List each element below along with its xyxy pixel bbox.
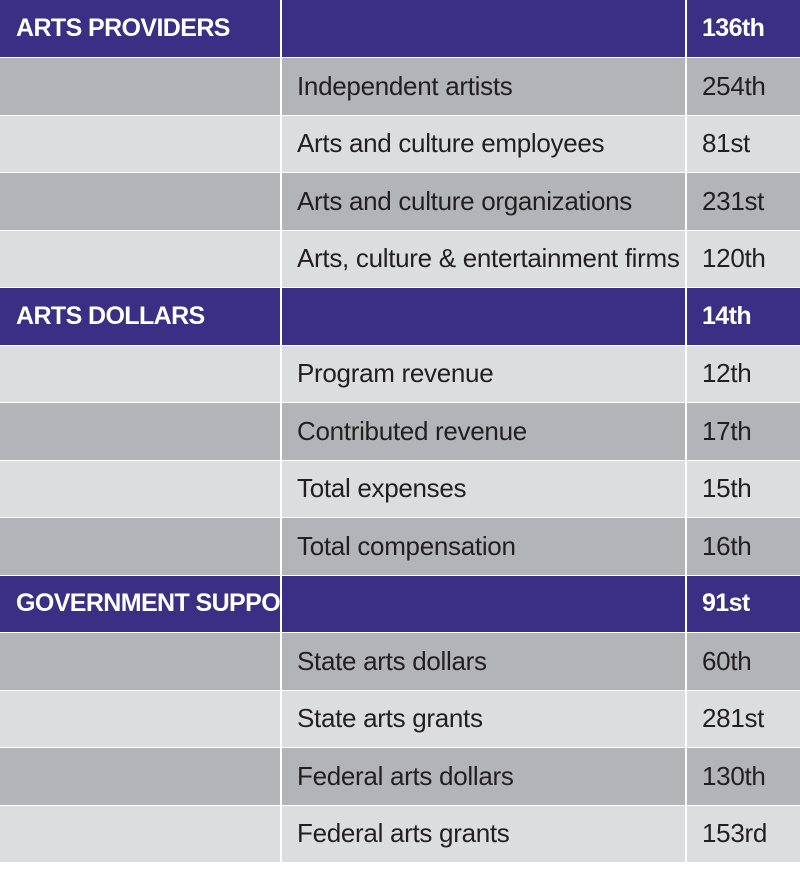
item-label: Federal arts dollars	[281, 747, 687, 806]
item-rank: 17th	[686, 402, 800, 461]
empty-cell	[0, 805, 282, 863]
empty-cell	[0, 57, 282, 116]
empty-cell	[0, 230, 282, 288]
item-rank: 254th	[686, 57, 800, 116]
table-row: Federal arts dollars 130th	[0, 747, 800, 806]
table-row: Total expenses 15th	[0, 460, 800, 518]
section-rank: 14th	[686, 287, 800, 346]
item-rank: 81st	[686, 115, 800, 173]
item-label: Arts, culture & entertainment firms	[281, 230, 687, 288]
section-spacer-cell	[281, 575, 687, 633]
table-row: Arts and culture employees 81st	[0, 115, 800, 173]
item-label: State arts grants	[281, 690, 687, 748]
empty-cell	[0, 345, 282, 403]
table-row: Total compensation 16th	[0, 517, 800, 576]
empty-cell	[0, 172, 282, 231]
table-row: Program revenue 12th	[0, 345, 800, 403]
table-row: Arts and culture organizations 231st	[0, 172, 800, 231]
table-row: Federal arts grants 153rd	[0, 805, 800, 863]
item-label: Independent artists	[281, 57, 687, 116]
section-title: ARTS PROVIDERS	[0, 0, 282, 58]
table-row: State arts dollars 60th	[0, 632, 800, 691]
item-label: State arts dollars	[281, 632, 687, 691]
empty-cell	[0, 115, 282, 173]
item-rank: 130th	[686, 747, 800, 806]
item-label: Federal arts grants	[281, 805, 687, 863]
item-rank: 60th	[686, 632, 800, 691]
table-row: Arts, culture & entertainment firms 120t…	[0, 230, 800, 288]
item-rank: 231st	[686, 172, 800, 231]
section-header-row: ARTS DOLLARS 14th	[0, 287, 800, 346]
item-label: Total expenses	[281, 460, 687, 518]
table-row: Contributed revenue 17th	[0, 402, 800, 461]
item-label: Arts and culture organizations	[281, 172, 687, 231]
item-label: Contributed revenue	[281, 402, 687, 461]
table-row: Independent artists 254th	[0, 57, 800, 116]
item-label: Arts and culture employees	[281, 115, 687, 173]
item-rank: 15th	[686, 460, 800, 518]
item-rank: 153rd	[686, 805, 800, 863]
empty-cell	[0, 690, 282, 748]
item-rank: 281st	[686, 690, 800, 748]
item-label: Program revenue	[281, 345, 687, 403]
item-rank: 120th	[686, 230, 800, 288]
empty-cell	[0, 517, 282, 576]
section-rank: 91st	[686, 575, 800, 633]
section-rank: 136th	[686, 0, 800, 58]
section-title: ARTS DOLLARS	[0, 287, 282, 346]
item-label: Total compensation	[281, 517, 687, 576]
table-row: State arts grants 281st	[0, 690, 800, 748]
section-header-row: ARTS PROVIDERS 136th	[0, 0, 800, 58]
section-header-row: GOVERNMENT SUPPORT 91st	[0, 575, 800, 633]
section-title: GOVERNMENT SUPPORT	[0, 575, 282, 633]
item-rank: 12th	[686, 345, 800, 403]
empty-cell	[0, 747, 282, 806]
section-spacer-cell	[281, 0, 687, 58]
empty-cell	[0, 632, 282, 691]
empty-cell	[0, 460, 282, 518]
empty-cell	[0, 402, 282, 461]
item-rank: 16th	[686, 517, 800, 576]
section-spacer-cell	[281, 287, 687, 346]
